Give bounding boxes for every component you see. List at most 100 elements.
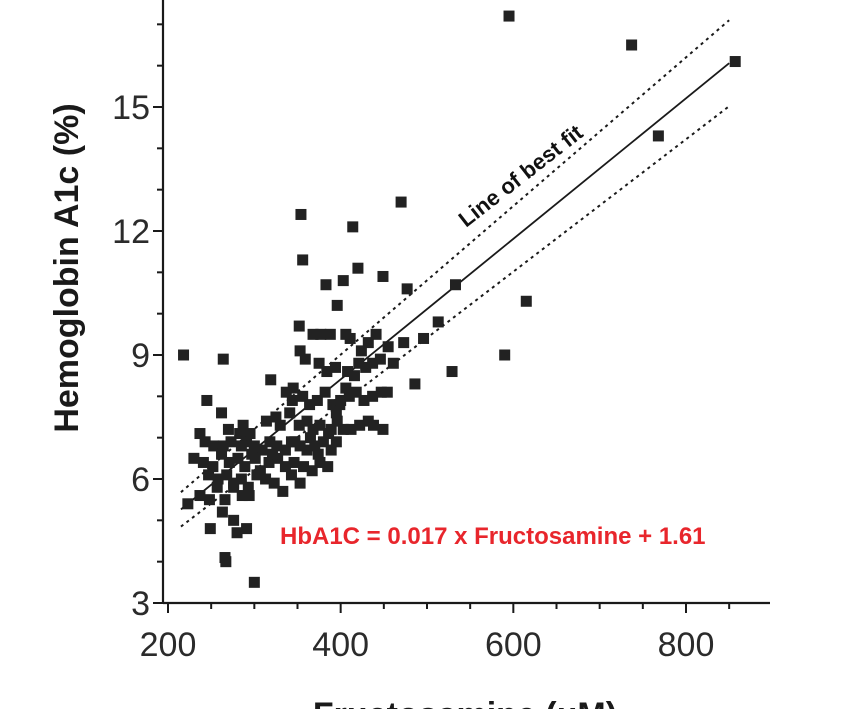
data-point — [409, 378, 421, 390]
data-point — [231, 527, 243, 539]
y-axis-ticks: 3 6 9 12 15 — [112, 23, 163, 623]
data-point — [228, 481, 240, 493]
data-point — [446, 366, 458, 378]
data-point — [401, 283, 413, 295]
data-point — [199, 436, 211, 448]
data-point — [234, 428, 246, 440]
data-point — [375, 386, 387, 398]
data-point — [222, 423, 234, 435]
y-tick-label: 3 — [131, 585, 150, 623]
data-point — [432, 316, 444, 328]
data-point — [293, 320, 305, 332]
data-point — [325, 423, 337, 435]
data-point — [503, 10, 515, 22]
data-point — [520, 295, 532, 307]
data-point — [320, 279, 332, 291]
data-point — [362, 337, 374, 349]
data-point — [228, 514, 240, 526]
data-point — [225, 436, 237, 448]
data-point — [354, 419, 366, 431]
data-point — [242, 481, 254, 493]
y-tick-label: 6 — [131, 461, 150, 499]
y-tick-label: 9 — [131, 337, 150, 375]
data-point — [260, 473, 272, 485]
data-point — [382, 341, 394, 353]
data-point — [330, 407, 342, 419]
data-point — [280, 386, 292, 398]
data-point — [449, 279, 461, 291]
data-point — [216, 448, 228, 460]
data-point — [377, 423, 389, 435]
data-point — [268, 477, 280, 489]
y-tick-label: 15 — [112, 89, 150, 127]
data-point — [294, 345, 306, 357]
data-point — [370, 328, 382, 340]
data-point — [220, 556, 232, 568]
data-point — [398, 337, 410, 349]
data-point — [347, 221, 359, 233]
x-axis-ticks: 200 400 600 800 — [140, 603, 731, 664]
data-point — [223, 456, 235, 468]
data-point — [248, 440, 260, 452]
data-point — [335, 394, 347, 406]
data-point — [377, 270, 389, 282]
data-point — [352, 262, 364, 274]
data-point — [304, 399, 316, 411]
data-point — [367, 390, 379, 402]
data-point — [325, 444, 337, 456]
data-point — [182, 498, 194, 510]
x-tick-label: 200 — [140, 626, 197, 664]
data-point — [348, 370, 360, 382]
data-point — [260, 415, 272, 427]
data-point — [360, 361, 372, 373]
data-point — [239, 461, 251, 473]
confidence-lower-line — [180, 105, 730, 528]
data-point — [216, 506, 228, 518]
data-point — [270, 411, 282, 423]
data-point — [294, 477, 306, 489]
data-point — [311, 394, 323, 406]
data-point — [314, 419, 326, 431]
data-point — [284, 407, 296, 419]
regression-equation: HbA1C = 0.017 x Fructosamine + 1.61 — [280, 523, 706, 550]
data-point — [212, 473, 224, 485]
data-point — [243, 490, 255, 502]
data-point — [289, 436, 301, 448]
data-point — [219, 494, 231, 506]
data-point — [299, 353, 311, 365]
data-point — [203, 469, 215, 481]
data-point — [301, 444, 313, 456]
data-point — [188, 452, 200, 464]
data-point — [297, 254, 309, 266]
data-point — [203, 494, 215, 506]
data-point — [418, 332, 430, 344]
data-point — [286, 394, 298, 406]
data-point — [221, 469, 233, 481]
data-point — [211, 481, 223, 493]
data-point — [355, 345, 367, 357]
x-tick-label: 800 — [658, 626, 715, 664]
data-point — [307, 328, 319, 340]
data-point — [287, 382, 299, 394]
data-point — [293, 419, 305, 431]
data-point — [321, 366, 333, 378]
data-point — [350, 386, 362, 398]
data-point — [307, 423, 319, 435]
data-point — [343, 390, 355, 402]
data-point — [194, 428, 206, 440]
data-point — [387, 357, 399, 369]
data-point — [265, 374, 277, 386]
data-point — [626, 39, 638, 51]
data-point — [315, 328, 327, 340]
data-point — [285, 469, 297, 481]
data-point — [331, 299, 343, 311]
data-point — [288, 456, 300, 468]
data-point — [217, 353, 229, 365]
data-point — [317, 436, 329, 448]
data-point — [297, 390, 309, 402]
data-point — [244, 428, 256, 440]
data-point — [358, 394, 370, 406]
data-point — [271, 440, 283, 452]
data-point — [304, 432, 316, 444]
